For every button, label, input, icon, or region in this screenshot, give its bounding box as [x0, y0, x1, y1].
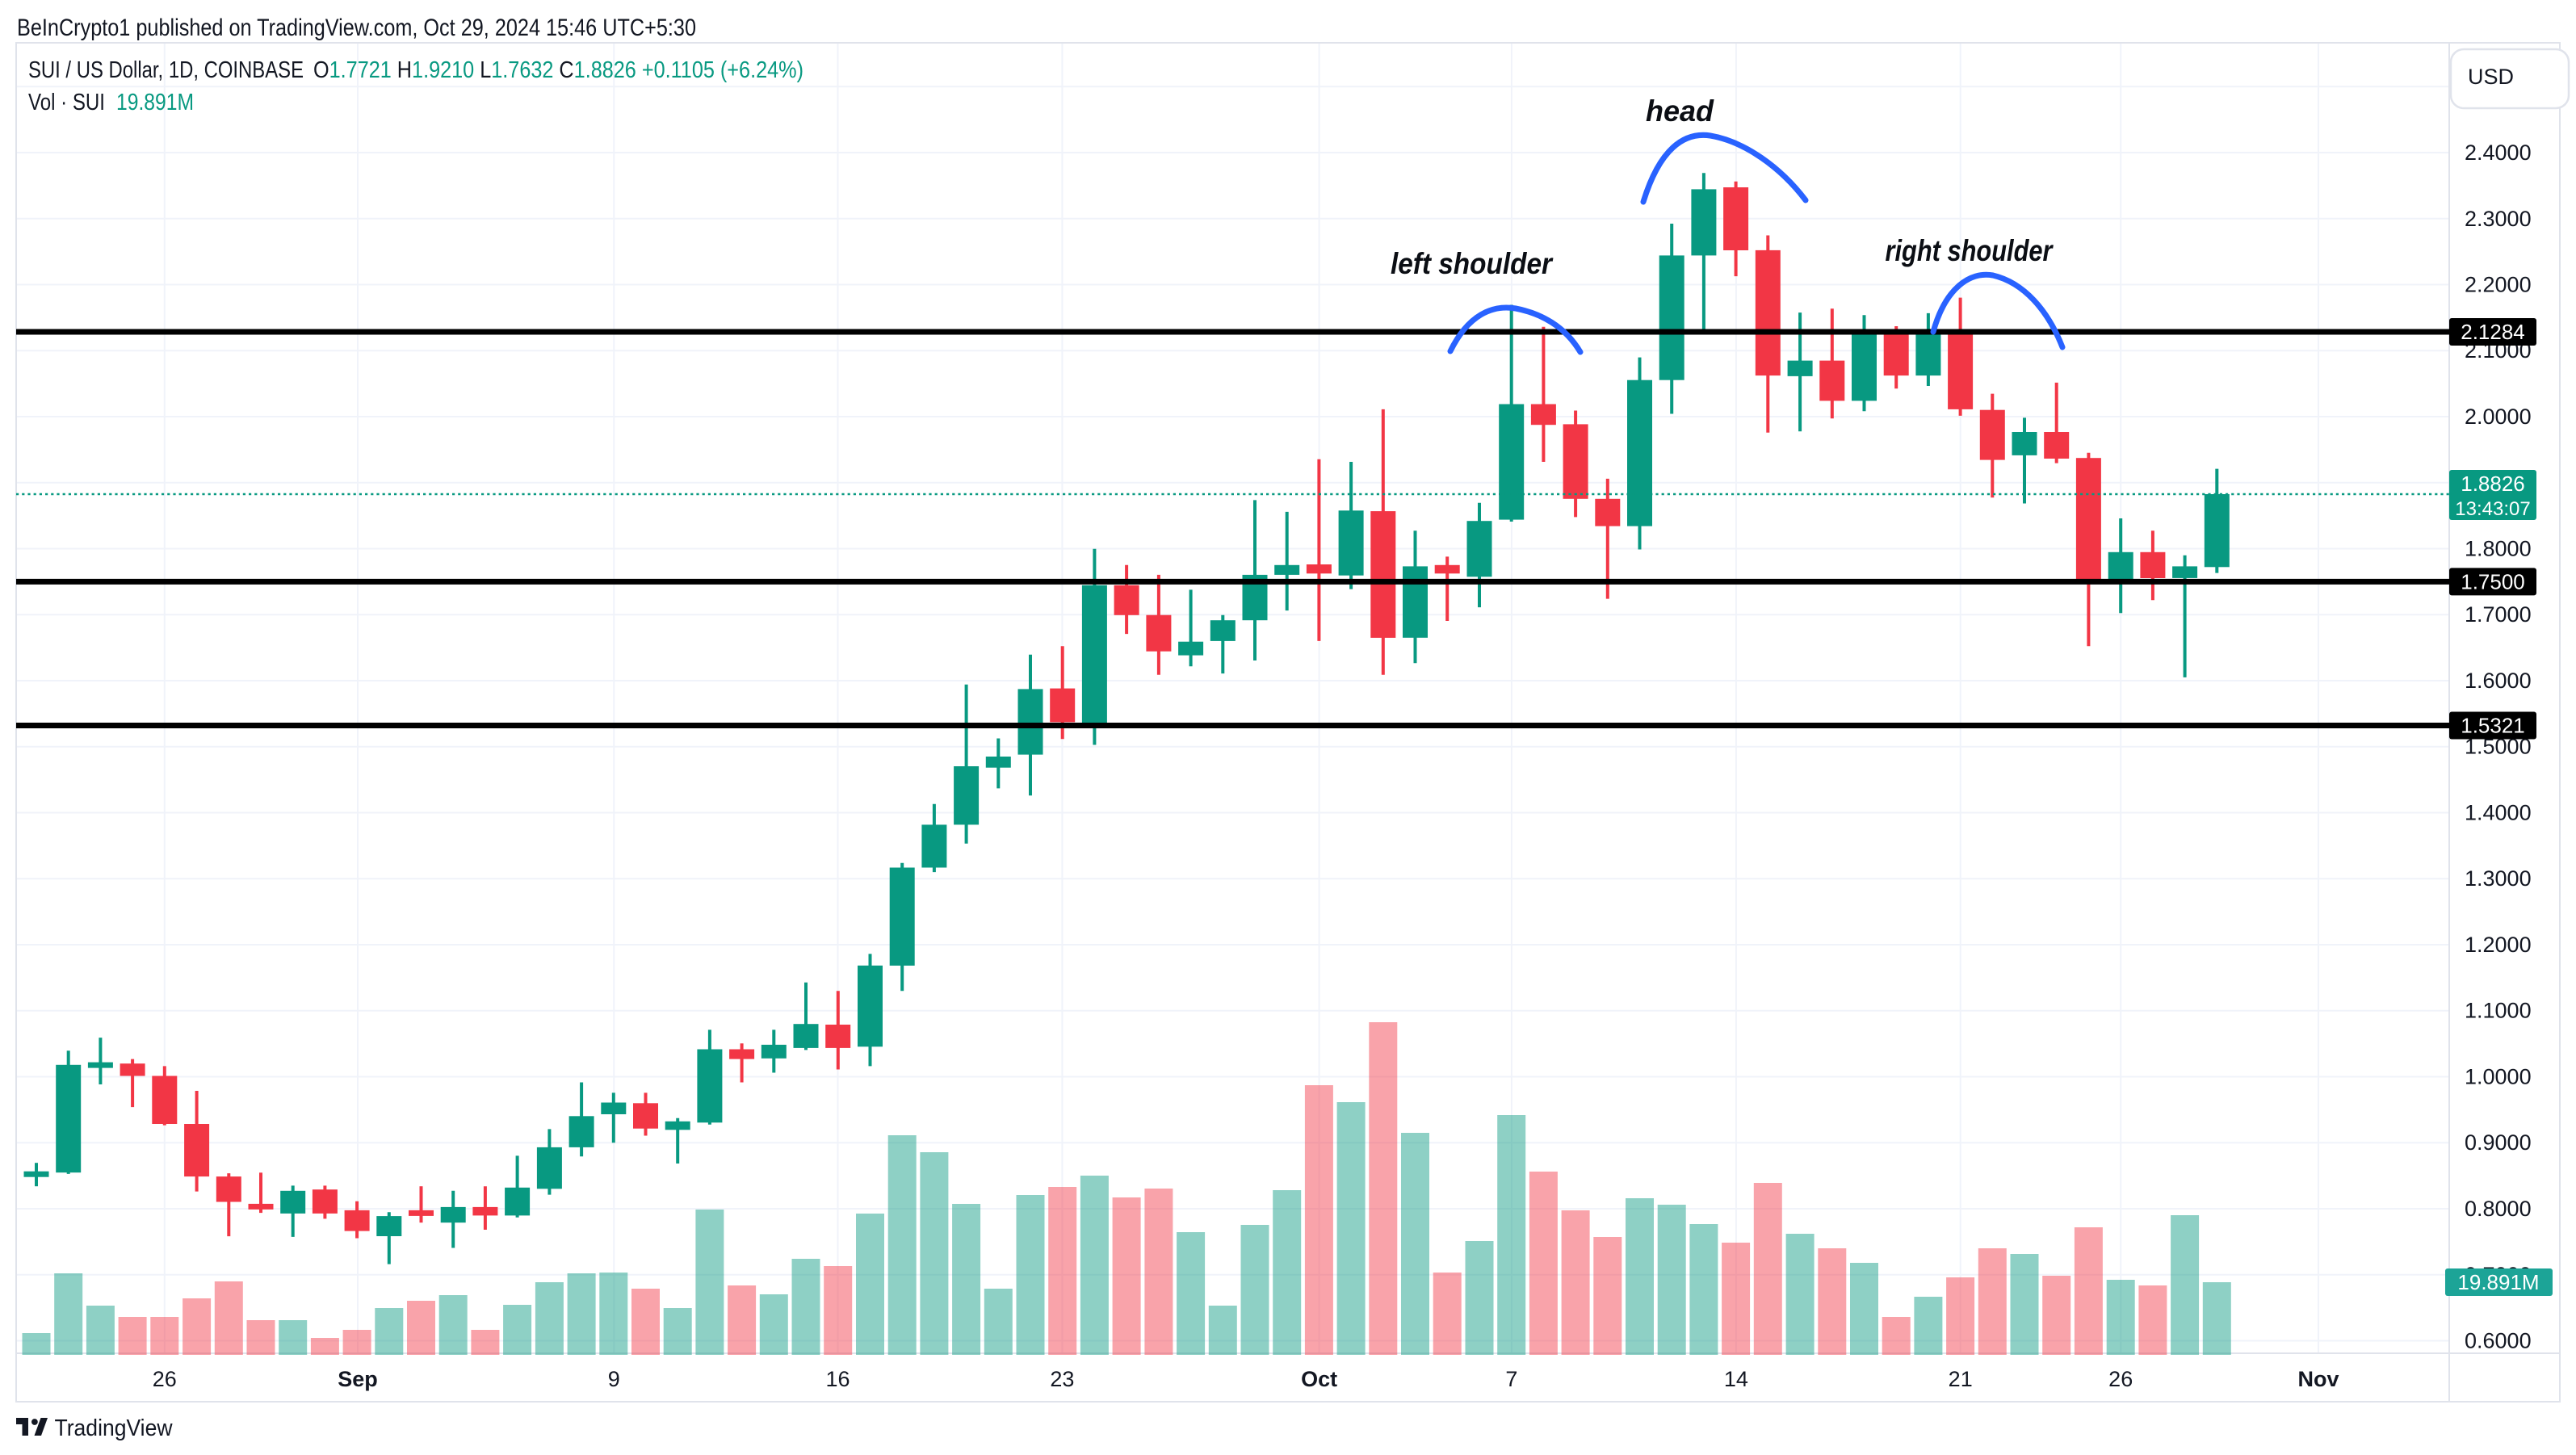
svg-text:Oct: Oct [1301, 1367, 1337, 1391]
svg-text:9: 9 [608, 1367, 620, 1391]
svg-text:16: 16 [825, 1367, 850, 1391]
svg-text:0.6000: 0.6000 [2465, 1329, 2532, 1353]
svg-text:1.5321: 1.5321 [2461, 714, 2525, 738]
svg-text:head: head [1646, 94, 1714, 128]
svg-text:7: 7 [1505, 1367, 1517, 1391]
svg-text:1.8000: 1.8000 [2465, 537, 2532, 561]
svg-text:left shoulder: left shoulder [1391, 247, 1554, 280]
svg-text:2.1284: 2.1284 [2461, 320, 2525, 344]
svg-text:1.0000: 1.0000 [2465, 1065, 2532, 1089]
svg-text:1.6000: 1.6000 [2465, 669, 2532, 693]
svg-text:USD: USD [2468, 65, 2514, 89]
svg-text:1.7000: 1.7000 [2465, 602, 2532, 627]
svg-text:Vol · SUI: Vol · SUI [28, 90, 105, 115]
svg-text:O1.7721 H1.9210 L1.7632 C1.882: O1.7721 H1.9210 L1.7632 C1.8826 +0.1105 … [313, 57, 803, 83]
svg-text:right shoulder: right shoulder [1886, 234, 2054, 267]
svg-text:19.891M: 19.891M [2457, 1270, 2539, 1294]
svg-text:19.891M: 19.891M [116, 90, 194, 115]
svg-text:1.8826: 1.8826 [2461, 472, 2525, 496]
svg-text:SUI / US Dollar, 1D, COINBASE: SUI / US Dollar, 1D, COINBASE [28, 57, 304, 83]
svg-text:0.8000: 0.8000 [2465, 1197, 2532, 1221]
svg-text:21: 21 [1949, 1367, 1973, 1391]
svg-text:0.9000: 0.9000 [2465, 1130, 2532, 1155]
svg-text:BeInCrypto1 published on Tradi: BeInCrypto1 published on TradingView.com… [17, 15, 696, 41]
svg-text:1.1000: 1.1000 [2465, 999, 2532, 1023]
svg-text:2.3000: 2.3000 [2465, 207, 2532, 231]
svg-text:TradingView: TradingView [55, 1415, 174, 1441]
svg-text:26: 26 [2108, 1367, 2133, 1391]
svg-text:1.3000: 1.3000 [2465, 866, 2532, 891]
svg-text:2.0000: 2.0000 [2465, 405, 2532, 429]
svg-text:Nov: Nov [2297, 1367, 2339, 1391]
svg-text:2.4000: 2.4000 [2465, 140, 2532, 165]
svg-text:23: 23 [1050, 1367, 1074, 1391]
svg-text:13:43:07: 13:43:07 [2455, 498, 2530, 520]
svg-text:Sep: Sep [338, 1367, 378, 1391]
svg-text:1.2000: 1.2000 [2465, 933, 2532, 957]
svg-text:26: 26 [153, 1367, 177, 1391]
svg-text:14: 14 [1724, 1367, 1748, 1391]
svg-text:1.4000: 1.4000 [2465, 801, 2532, 825]
svg-text:2.2000: 2.2000 [2465, 273, 2532, 297]
svg-text:1.7500: 1.7500 [2461, 569, 2525, 593]
